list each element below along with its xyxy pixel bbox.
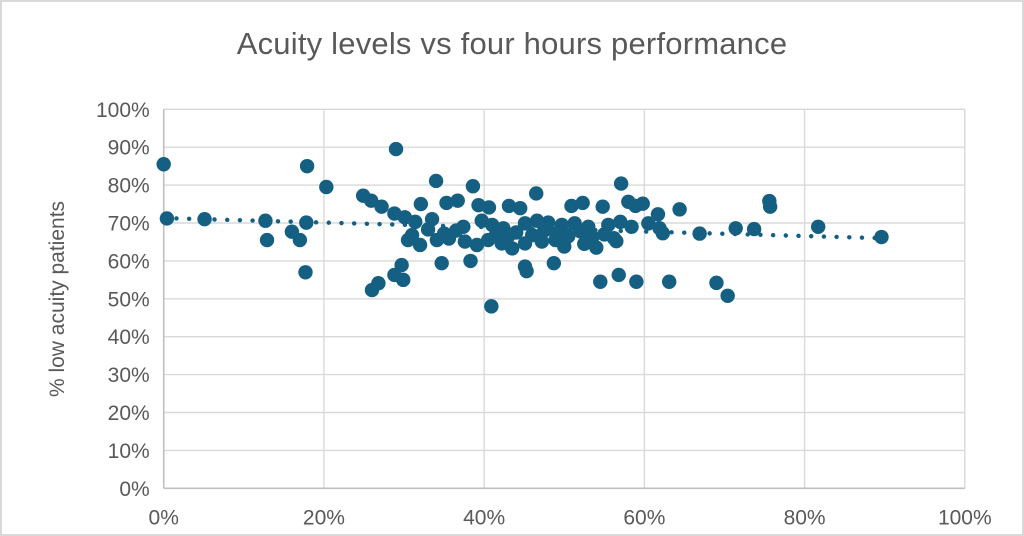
- scatter-point: [593, 274, 608, 289]
- scatter-point: [746, 221, 762, 237]
- scatter-point: [762, 199, 778, 214]
- scatter-point: [589, 240, 604, 255]
- scatter-point: [517, 216, 533, 231]
- scatter-point: [292, 232, 308, 248]
- scatter-point: [420, 222, 436, 237]
- scatter-point: [613, 214, 628, 230]
- scatter-point: [661, 274, 677, 289]
- scatter-point: [720, 288, 735, 303]
- scatter-point: [448, 223, 464, 238]
- scatter-point: [655, 226, 670, 241]
- scatter-point: [197, 212, 212, 227]
- scatter-point: [549, 226, 564, 241]
- scatter-point: [159, 211, 175, 226]
- scatter-point: [641, 216, 656, 231]
- scatter-point: [408, 214, 423, 230]
- scatter-point: [388, 141, 404, 157]
- y-tick-label: 90%: [108, 137, 150, 160]
- y-tick-label: 60%: [108, 250, 150, 273]
- y-tick-label: 80%: [108, 175, 150, 198]
- scatter-point: [672, 202, 687, 217]
- scatter-point: [650, 207, 666, 222]
- y-tick-label: 50%: [108, 288, 150, 311]
- scatter-point: [450, 193, 465, 208]
- scatter-point: [413, 196, 429, 212]
- scatter-point: [412, 237, 428, 253]
- scatter-point: [501, 198, 517, 214]
- scatter-point: [529, 186, 544, 201]
- scatter-point: [434, 255, 449, 271]
- x-tick-label: 80%: [784, 506, 826, 529]
- scatter-point: [728, 221, 743, 236]
- trendline: [161, 215, 883, 241]
- scatter-point: [374, 199, 389, 214]
- scatter-point: [810, 219, 826, 234]
- scatter-point: [363, 193, 379, 208]
- scatter-point: [525, 227, 540, 243]
- scatter-point: [611, 267, 626, 283]
- scatter-point: [529, 213, 545, 228]
- scatter-point: [613, 176, 629, 191]
- scatter-point: [557, 239, 572, 254]
- scatter-point: [481, 200, 497, 215]
- y-tick-label: 20%: [108, 402, 150, 425]
- scatter-point: [484, 299, 499, 314]
- scatter-point: [436, 226, 452, 241]
- scatter-point: [546, 255, 562, 271]
- x-tick-label: 0%: [149, 506, 179, 529]
- scatter-point: [258, 213, 273, 228]
- scatter-point: [564, 198, 579, 214]
- scatter-point: [573, 224, 588, 239]
- scatter-point: [156, 157, 171, 172]
- scatter-point: [298, 265, 313, 280]
- chart-title: Acuity levels vs four hours performance: [236, 26, 788, 61]
- scatter-point: [692, 226, 707, 241]
- scatter-point: [428, 173, 444, 189]
- scatter-point: [404, 227, 420, 243]
- scatter-point: [508, 225, 524, 240]
- scatter-point: [299, 158, 315, 174]
- scatter-point: [709, 275, 724, 291]
- scatter-point: [463, 253, 478, 269]
- scatter-point: [575, 195, 590, 211]
- y-tick-label: 40%: [108, 326, 150, 349]
- y-tick-label: 0%: [119, 478, 149, 501]
- scatter-point: [609, 233, 624, 249]
- scatter-point: [259, 232, 275, 248]
- x-tick-label: 100%: [938, 506, 992, 529]
- scatter-point: [624, 219, 639, 234]
- scatter-point: [629, 274, 644, 289]
- y-tick-label: 10%: [108, 440, 150, 463]
- x-tick-label: 40%: [463, 506, 505, 529]
- scatter-point: [394, 257, 409, 273]
- y-tick-label: 30%: [108, 364, 150, 387]
- y-tick-label: 100%: [96, 99, 150, 122]
- scatter-point: [299, 215, 314, 230]
- scatter-point: [577, 236, 592, 252]
- scatter-point: [469, 237, 485, 253]
- scatter-point: [319, 179, 334, 195]
- scatter-point: [457, 234, 473, 249]
- scatter-point: [512, 201, 528, 216]
- scatter-point: [465, 179, 481, 194]
- scatter-point: [371, 276, 386, 291]
- scatter-point: [595, 199, 610, 214]
- scatter-point: [396, 272, 411, 288]
- scatter-point: [439, 195, 454, 211]
- scatter-point: [519, 263, 534, 279]
- scatter-point: [488, 227, 504, 242]
- scatter-point: [504, 241, 520, 256]
- scatter-point: [874, 229, 889, 245]
- x-tick-label: 20%: [303, 506, 345, 529]
- scatter-point: [537, 223, 552, 238]
- scatter-point: [635, 196, 650, 211]
- y-tick-label: 70%: [108, 213, 150, 236]
- x-tick-label: 60%: [623, 506, 665, 529]
